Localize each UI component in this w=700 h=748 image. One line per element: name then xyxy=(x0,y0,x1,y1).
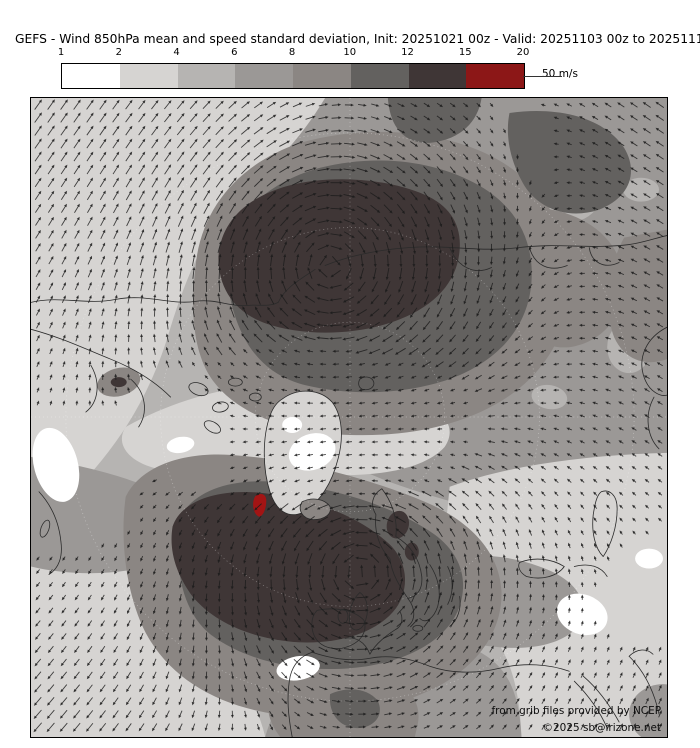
colorbar-cell xyxy=(293,64,351,88)
colorbar xyxy=(61,63,525,89)
colorbar-tick-label: 8 xyxy=(288,47,296,58)
colorbar-ticks: 1 2 4 6 8 10 12 15 20 xyxy=(0,47,700,60)
colorbar-cell xyxy=(119,64,178,88)
graticule xyxy=(31,98,667,737)
credits-copyright: ©2025 sb@irizone.net xyxy=(543,722,661,734)
shading-layer xyxy=(31,98,667,737)
colorbar-cell xyxy=(235,64,293,88)
colorbar-tick-label: 4 xyxy=(173,47,180,58)
reference-vector-label: 50 m/s xyxy=(542,68,578,80)
colorbar-tick-label: 12 xyxy=(401,47,414,58)
colorbar-cell xyxy=(466,64,524,88)
colorbar-cell xyxy=(62,64,120,88)
colorbar-cell xyxy=(177,64,236,88)
polar-map: from grib files provided by NCEP ©2025 s… xyxy=(31,98,667,737)
colorbar-tick-label: 20 xyxy=(516,47,530,58)
map-panel: from grib files provided by NCEP ©2025 s… xyxy=(30,97,668,738)
colorbar-cell xyxy=(350,64,409,88)
credits-source: from grib files provided by NCEP xyxy=(491,705,661,717)
colorbar-tick-label: 2 xyxy=(115,47,122,58)
colorbar-cell xyxy=(408,64,467,88)
colorbar-tick-label: 10 xyxy=(343,47,357,58)
colorbar-tick-label: 15 xyxy=(458,47,472,58)
colorbar-tick-label: 6 xyxy=(231,47,238,58)
reference-vector-line xyxy=(523,76,562,77)
colorbar-tick-label: 1 xyxy=(57,47,65,58)
wind-vector-layer xyxy=(33,99,665,733)
coastlines xyxy=(31,235,667,737)
chart-title: GEFS - Wind 850hPa mean and speed standa… xyxy=(15,32,700,46)
